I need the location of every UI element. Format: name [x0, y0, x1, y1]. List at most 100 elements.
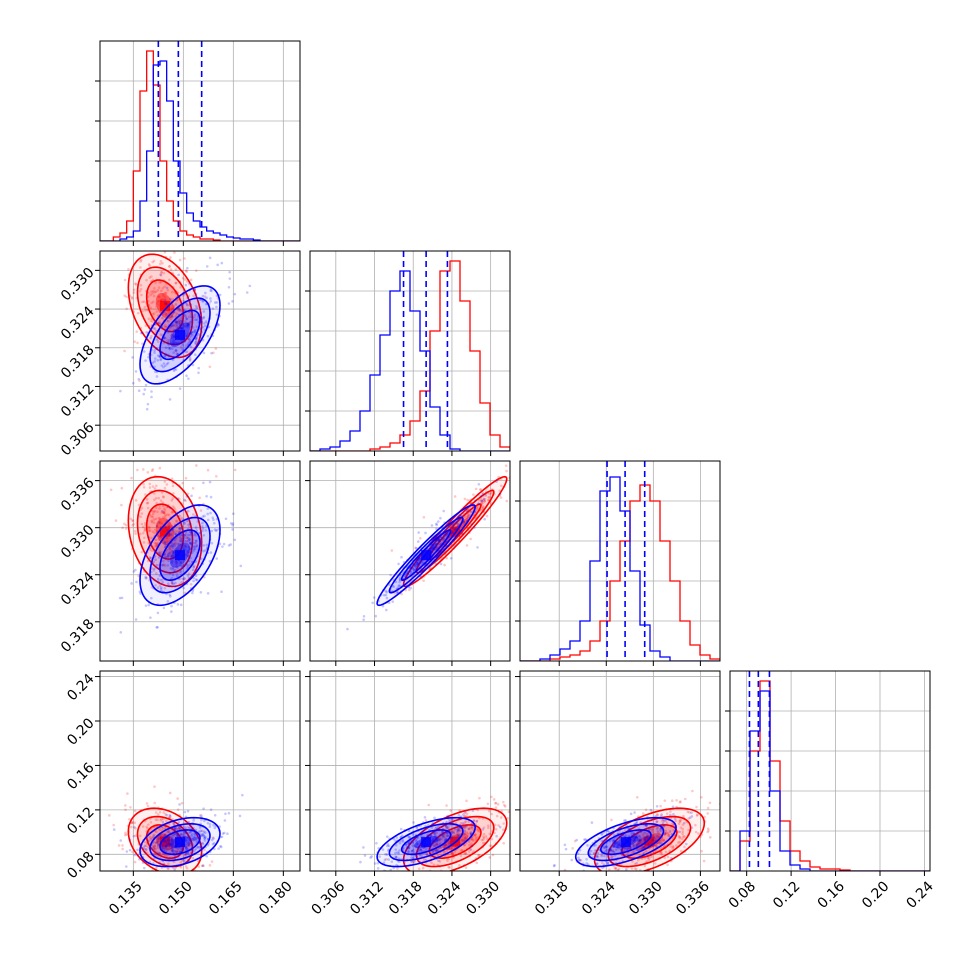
- scatter-point: [184, 544, 187, 548]
- scatter-point: [215, 474, 218, 478]
- scatter-point: [156, 818, 159, 822]
- scatter-point: [189, 320, 192, 324]
- scatter-point: [194, 833, 197, 837]
- scatter-point: [201, 549, 205, 553]
- scatter-point: [597, 874, 600, 877]
- scatter-point: [398, 578, 402, 582]
- contour-line-red: [127, 475, 203, 588]
- scatter-point: [209, 297, 212, 300]
- scatter-point: [161, 316, 164, 320]
- scatter-point: [362, 846, 365, 849]
- scatter-point: [636, 884, 639, 887]
- scatter-point: [120, 486, 124, 490]
- histogram-red: [310, 260, 510, 451]
- scatter-point: [186, 565, 190, 568]
- scatter-point: [394, 851, 397, 855]
- scatter-point: [681, 827, 685, 831]
- scatter-point: [203, 836, 207, 840]
- scatter-point: [475, 507, 479, 510]
- scatter-point: [165, 302, 168, 306]
- scatter-point: [190, 319, 194, 322]
- scatter-point: [227, 285, 231, 289]
- scatter-point: [443, 563, 446, 567]
- scatter-point: [187, 572, 191, 575]
- scatter-point: [678, 830, 682, 834]
- scatter-point: [140, 293, 143, 297]
- scatter-point: [639, 842, 643, 845]
- scatter-point: [194, 342, 198, 346]
- scatter-point: [438, 838, 442, 841]
- scatter-point: [373, 862, 377, 865]
- scatter-point: [191, 838, 195, 841]
- scatter-point: [159, 333, 163, 336]
- scatter-point: [166, 582, 170, 586]
- scatter-point: [396, 851, 399, 854]
- scatter-point: [194, 292, 198, 296]
- scatter-point: [660, 813, 663, 816]
- scatter-point: [195, 306, 199, 309]
- scatter-point: [233, 538, 237, 542]
- scatter-point: [141, 300, 144, 304]
- scatter-point: [231, 522, 235, 525]
- scatter-point: [238, 814, 242, 818]
- scatter-point: [128, 817, 131, 821]
- scatter-point: [398, 584, 401, 588]
- scatter-point: [438, 539, 442, 543]
- scatter-point: [185, 374, 188, 377]
- peak-blue: [175, 550, 185, 561]
- scatter-point: [174, 349, 178, 353]
- scatter-point: [702, 859, 706, 863]
- scatter-point: [174, 368, 178, 371]
- scatter-point: [431, 546, 435, 550]
- scatter-point: [154, 818, 158, 822]
- scatter-point: [120, 503, 123, 507]
- scatter-point: [466, 834, 470, 838]
- scatter-point: [499, 816, 503, 819]
- scatter-point: [192, 565, 195, 569]
- scatter-point: [469, 848, 473, 852]
- scatter-point: [662, 838, 665, 842]
- scatter-point: [161, 297, 165, 301]
- scatter-point: [143, 350, 146, 353]
- scatter-point: [475, 861, 479, 865]
- scatter-point: [210, 541, 214, 545]
- scatter-point: [426, 834, 429, 838]
- scatter-point: [185, 303, 189, 306]
- scatter-point: [178, 827, 181, 830]
- scatter-point: [161, 516, 165, 519]
- scatter-point: [191, 513, 195, 516]
- scatter-point: [460, 514, 463, 518]
- scatter-point: [131, 297, 134, 300]
- scatter-point: [434, 541, 437, 545]
- scatter-point: [385, 591, 388, 594]
- scatter-point: [194, 534, 198, 537]
- scatter-point: [125, 833, 129, 836]
- scatter-point: [204, 529, 208, 532]
- scatter-point: [178, 535, 182, 539]
- scatter-point: [180, 327, 183, 330]
- scatter-point: [494, 801, 498, 805]
- x-tick-label: 0.318: [386, 878, 426, 918]
- scatter-point: [164, 302, 167, 305]
- scatter-point: [167, 346, 171, 350]
- scatter-point: [175, 827, 178, 830]
- scatter-point: [152, 845, 156, 848]
- scatter-point: [467, 827, 471, 831]
- scatter-point: [189, 321, 192, 324]
- scatter-point: [163, 486, 167, 490]
- scatter-point: [664, 831, 668, 835]
- scatter-point: [502, 822, 505, 825]
- scatter-point: [167, 340, 170, 344]
- scatter-point: [656, 836, 659, 840]
- scatter-point: [157, 516, 161, 520]
- scatter-point: [708, 801, 712, 805]
- scatter-point: [583, 838, 586, 841]
- scatter-point: [189, 831, 192, 834]
- scatter-point: [451, 524, 455, 527]
- scatter-point: [181, 847, 185, 850]
- scatter-point: [147, 263, 151, 266]
- scatter-point: [209, 511, 212, 515]
- scatter-point: [453, 528, 457, 531]
- scatter-point: [184, 545, 187, 549]
- scatter-point: [132, 825, 136, 829]
